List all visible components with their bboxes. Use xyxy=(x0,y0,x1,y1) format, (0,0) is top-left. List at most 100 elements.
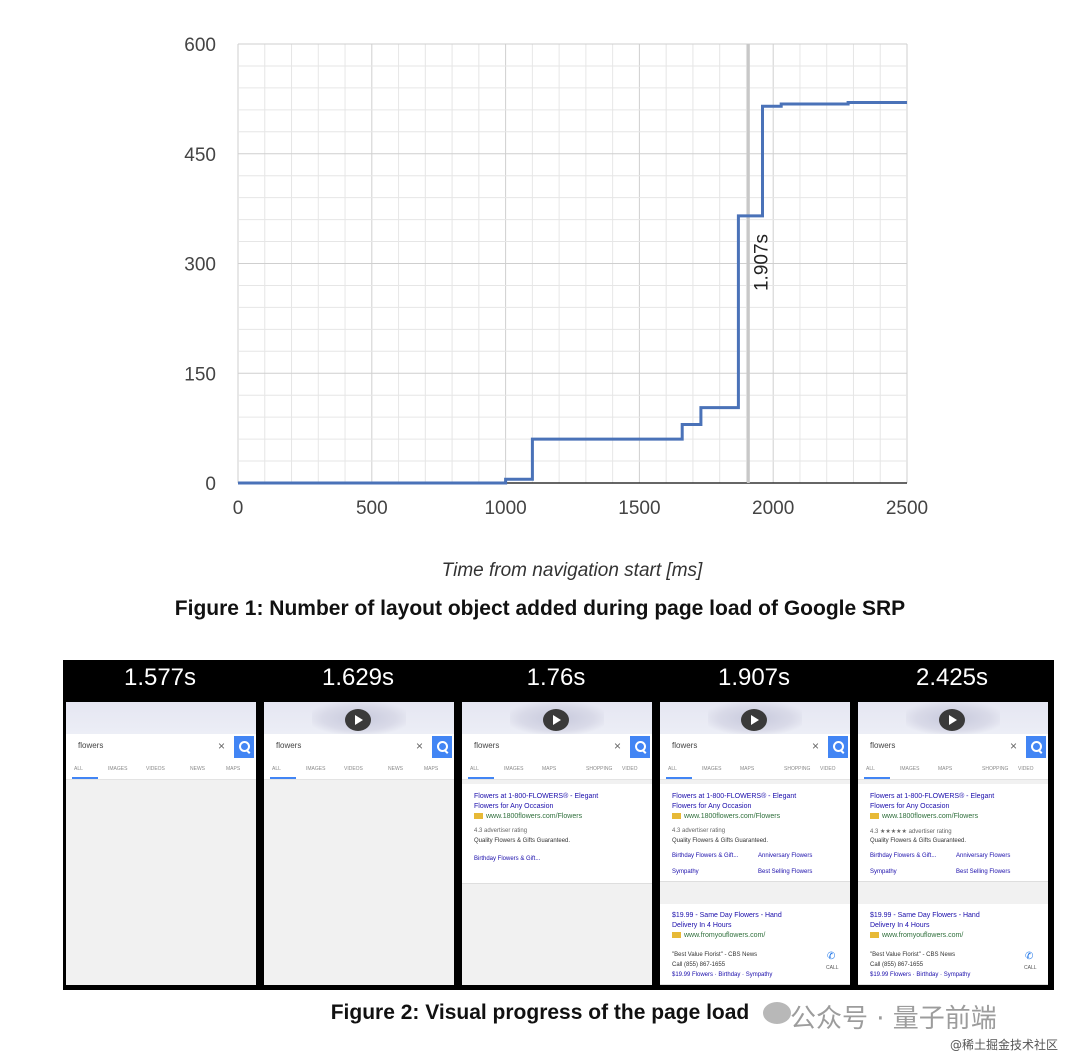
y-tick-label: 0 xyxy=(205,474,216,495)
ad-url: www.fromyouflowers.com/ xyxy=(870,932,963,939)
wechat-icon xyxy=(763,1002,791,1024)
ad-tagline: Quality Flowers & Gifts Guaranteed. xyxy=(672,838,769,844)
ad-phone: Call (855) 867-1655 xyxy=(870,962,924,968)
x-tick-label: 500 xyxy=(356,498,388,519)
y-tick-label: 600 xyxy=(184,35,216,56)
ad-rating: 4.3 ★★★★★ advertiser rating xyxy=(870,829,952,835)
search-query: flowers xyxy=(672,741,698,750)
tab-maps: MAPS xyxy=(424,766,439,772)
ad-links: $19.99 Flowers · Birthday · Sympathy xyxy=(672,972,773,978)
ad-badge xyxy=(672,813,681,820)
sitelink: Anniversary Flowers xyxy=(956,853,1011,859)
ad-rating: 4.3 advertiser rating xyxy=(672,828,726,834)
close-icon: × xyxy=(812,739,820,753)
phone-screen: flowers × ALL IMAGES MAPS SHOPPING VIDEO Flower… xyxy=(660,702,850,985)
tab-video: VIDEO xyxy=(820,766,836,772)
y-tick-label: 450 xyxy=(184,145,216,166)
filmstrip: 1.577s flowers × ALL IMAGES VIDEOS NEWS MAPS 1.6… xyxy=(63,660,1054,990)
sitelink: Birthday Flowers & Gift... xyxy=(474,856,541,862)
ad-phone: Call (855) 867-1655 xyxy=(672,962,726,968)
tab-images: IMAGES xyxy=(306,766,326,772)
search-query: flowers xyxy=(474,741,500,750)
tab-images: IMAGES xyxy=(900,766,920,772)
ad-title: Flowers for Any Occasion xyxy=(672,803,752,810)
ad-rating: 4.3 advertiser rating xyxy=(474,828,528,834)
active-tab-indicator xyxy=(72,777,98,779)
ad-badge xyxy=(672,932,681,939)
sitelink: Sympathy xyxy=(870,869,897,875)
y-tick-label: 150 xyxy=(184,364,216,385)
tab-all: ALL xyxy=(668,766,677,772)
play-icon xyxy=(939,709,965,731)
phone-screen: flowers × ALL IMAGES MAPS SHOPPING VIDEO Flower… xyxy=(858,702,1048,985)
search-bar: flowers × xyxy=(462,734,652,760)
ad-title: Flowers for Any Occasion xyxy=(870,803,950,810)
search-bar: flowers × xyxy=(264,734,454,760)
series-line-layout-objects xyxy=(238,101,907,485)
hero-banner xyxy=(462,702,652,734)
tab-video: VIDEO xyxy=(622,766,638,772)
ad-title: Flowers for Any Occasion xyxy=(474,803,554,810)
search-query: flowers xyxy=(78,741,104,750)
active-tab-indicator xyxy=(666,777,692,779)
ad-card-1800flowers: Flowers at 1-800-FLOWERS® - Elegant Flowe… xyxy=(858,784,1048,882)
tab-maps: MAPS xyxy=(226,766,241,772)
ad-quote: "Best Value Florist" - CBS News xyxy=(672,952,758,958)
hero-banner xyxy=(66,702,256,734)
search-bar: flowers × xyxy=(660,734,850,760)
phone-screen: flowers × ALL IMAGES VIDEOS NEWS MAPS xyxy=(66,702,256,985)
sitelink: Birthday Flowers & Gift... xyxy=(672,853,739,859)
ad-tagline: Quality Flowers & Gifts Guaranteed. xyxy=(870,838,967,844)
ad-badge xyxy=(870,813,879,820)
tab-images: IMAGES xyxy=(504,766,524,772)
watermark-text: 公众号 · 量子前端 xyxy=(790,1004,997,1034)
ad-quote: "Best Value Florist" - CBS News xyxy=(870,952,956,958)
search-icon xyxy=(828,736,848,758)
ad-url: www.1800flowers.com/Flowers xyxy=(672,813,780,820)
tab-all: ALL xyxy=(866,766,875,772)
tab-videos: VIDEOS xyxy=(344,766,363,772)
ad-url: www.1800flowers.com/Flowers xyxy=(870,813,978,820)
sitelink: Sympathy xyxy=(672,869,699,875)
play-icon xyxy=(741,709,767,731)
figure-1-caption: Figure 1: Number of layout object added … xyxy=(174,597,906,620)
hero-banner xyxy=(264,702,454,734)
active-tab-indicator xyxy=(864,777,890,779)
ad-links: $19.99 Flowers · Birthday · Sympathy xyxy=(870,972,971,978)
phone-icon: ✆ xyxy=(827,951,836,962)
close-icon: × xyxy=(416,739,424,753)
active-tab-indicator xyxy=(468,777,494,779)
tab-images: IMAGES xyxy=(108,766,128,772)
filmstrip-frame: 1.629s flowers × ALL IMAGES VIDEOS NEWS MAPS xyxy=(261,660,455,990)
y-tick-label: 300 xyxy=(184,255,216,276)
ad-card-fromyouflowers: $19.99 - Same Day Flowers - Hand Delivery… xyxy=(660,904,850,985)
tab-images: IMAGES xyxy=(702,766,722,772)
x-tick-label: 0 xyxy=(233,498,244,519)
result-tabs: ALL IMAGES MAPS SHOPPING VIDEO xyxy=(858,760,1048,780)
hero-banner xyxy=(858,702,1048,734)
call-label: CALL xyxy=(826,965,839,971)
frame-timestamp: 1.76s xyxy=(526,664,586,691)
tab-news: NEWS xyxy=(388,766,403,772)
filmstrip-frame: 1.76s flowers × ALL IMAGES MAPS SHOPPING VIDEO F… xyxy=(459,660,653,990)
tab-all: ALL xyxy=(272,766,281,772)
layout-objects-chart: 0 150 300 450 600 0 500 1000 1500 2000 2500 1.907… xyxy=(184,35,928,581)
frame-timestamp: 1.907s xyxy=(717,664,791,691)
x-tick-label: 1000 xyxy=(484,498,526,519)
search-bar: flowers × xyxy=(858,734,1048,760)
result-tabs: ALL IMAGES MAPS SHOPPING VIDEO xyxy=(660,760,850,780)
x-axis-ticks: 0 500 1000 1500 2000 2500 xyxy=(233,498,928,519)
chart-grid xyxy=(237,43,908,484)
footer-watermark: @稀土掘金技术社区 xyxy=(950,1038,1059,1052)
hero-banner xyxy=(660,702,850,734)
close-icon: × xyxy=(218,739,226,753)
close-icon: × xyxy=(1010,739,1018,753)
active-tab-indicator xyxy=(270,777,296,779)
frame-timestamp: 1.577s xyxy=(123,664,197,691)
frame-timestamp: 2.425s xyxy=(915,664,989,691)
phone-icon: ✆ xyxy=(1025,951,1034,962)
ad-tagline: Quality Flowers & Gifts Guaranteed. xyxy=(474,838,571,844)
tab-maps: MAPS xyxy=(740,766,755,772)
y-axis-ticks: 0 150 300 450 600 xyxy=(184,35,216,495)
x-tick-label: 2500 xyxy=(886,498,928,519)
